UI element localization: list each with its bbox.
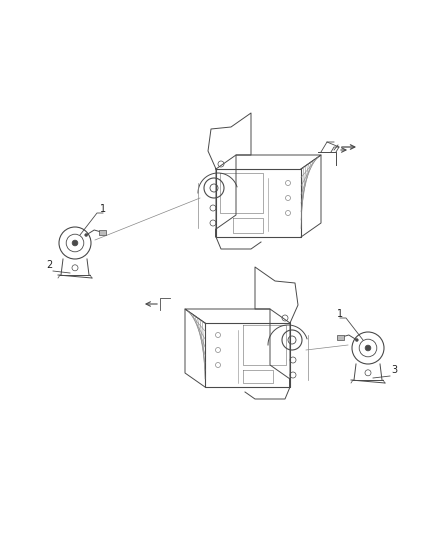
Text: 3: 3 bbox=[391, 365, 397, 375]
Text: 1: 1 bbox=[100, 204, 106, 214]
Text: 2: 2 bbox=[46, 260, 52, 270]
FancyBboxPatch shape bbox=[337, 335, 344, 340]
Circle shape bbox=[85, 233, 88, 237]
Circle shape bbox=[355, 338, 358, 342]
Circle shape bbox=[365, 345, 371, 351]
Text: 1: 1 bbox=[337, 309, 343, 319]
Circle shape bbox=[72, 240, 78, 246]
FancyBboxPatch shape bbox=[99, 230, 106, 235]
